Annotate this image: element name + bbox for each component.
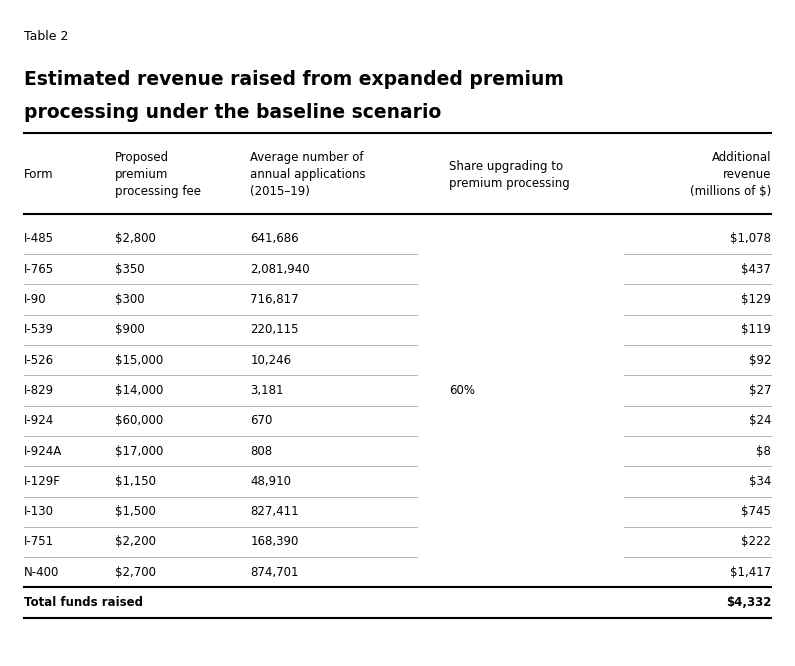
Text: $300: $300 xyxy=(115,293,145,306)
Text: $14,000: $14,000 xyxy=(115,384,164,397)
Text: 60%: 60% xyxy=(449,384,475,397)
Text: $119: $119 xyxy=(741,323,771,336)
Text: $34: $34 xyxy=(749,475,771,488)
Text: $437: $437 xyxy=(741,262,771,276)
Text: Total funds raised: Total funds raised xyxy=(24,596,143,609)
Text: $27: $27 xyxy=(749,384,771,397)
Text: 641,686: 641,686 xyxy=(250,232,299,246)
Text: I-485: I-485 xyxy=(24,232,54,246)
Text: 220,115: 220,115 xyxy=(250,323,299,336)
Text: $4,332: $4,332 xyxy=(726,596,771,609)
Text: processing under the baseline scenario: processing under the baseline scenario xyxy=(24,103,441,123)
Text: I-129F: I-129F xyxy=(24,475,60,488)
Text: $1,417: $1,417 xyxy=(730,565,771,579)
Text: 827,411: 827,411 xyxy=(250,505,299,518)
Text: $24: $24 xyxy=(749,414,771,428)
Text: I-130: I-130 xyxy=(24,505,54,518)
Text: I-526: I-526 xyxy=(24,354,54,367)
Text: $8: $8 xyxy=(756,444,771,458)
Text: Additional
revenue
(millions of $): Additional revenue (millions of $) xyxy=(690,151,771,198)
Text: 670: 670 xyxy=(250,414,273,428)
Text: Average number of
annual applications
(2015–19): Average number of annual applications (2… xyxy=(250,151,366,198)
Text: 168,390: 168,390 xyxy=(250,535,299,549)
Text: $60,000: $60,000 xyxy=(115,414,164,428)
Text: Form: Form xyxy=(24,168,53,181)
Text: $1,500: $1,500 xyxy=(115,505,156,518)
Text: $2,700: $2,700 xyxy=(115,565,157,579)
Text: Table 2: Table 2 xyxy=(24,30,68,43)
Text: I-539: I-539 xyxy=(24,323,54,336)
Text: $15,000: $15,000 xyxy=(115,354,164,367)
Text: Estimated revenue raised from expanded premium: Estimated revenue raised from expanded p… xyxy=(24,70,564,89)
Text: I-751: I-751 xyxy=(24,535,54,549)
Text: $745: $745 xyxy=(741,505,771,518)
Text: $2,800: $2,800 xyxy=(115,232,156,246)
Text: $350: $350 xyxy=(115,262,145,276)
Text: $92: $92 xyxy=(749,354,771,367)
Text: 48,910: 48,910 xyxy=(250,475,292,488)
Text: 874,701: 874,701 xyxy=(250,565,299,579)
Text: $2,200: $2,200 xyxy=(115,535,157,549)
Text: $129: $129 xyxy=(741,293,771,306)
Text: Share upgrading to
premium processing: Share upgrading to premium processing xyxy=(449,160,570,190)
Text: 716,817: 716,817 xyxy=(250,293,299,306)
Text: I-924: I-924 xyxy=(24,414,54,428)
Text: 2,081,940: 2,081,940 xyxy=(250,262,310,276)
Text: 808: 808 xyxy=(250,444,273,458)
Text: I-765: I-765 xyxy=(24,262,54,276)
Text: I-924A: I-924A xyxy=(24,444,62,458)
Text: I-829: I-829 xyxy=(24,384,54,397)
Text: 10,246: 10,246 xyxy=(250,354,292,367)
Text: $1,078: $1,078 xyxy=(730,232,771,246)
Text: Proposed
premium
processing fee: Proposed premium processing fee xyxy=(115,151,201,198)
Text: 3,181: 3,181 xyxy=(250,384,284,397)
Text: I-90: I-90 xyxy=(24,293,46,306)
Text: N-400: N-400 xyxy=(24,565,59,579)
Text: $900: $900 xyxy=(115,323,145,336)
Text: $17,000: $17,000 xyxy=(115,444,164,458)
Text: $222: $222 xyxy=(741,535,771,549)
Text: $1,150: $1,150 xyxy=(115,475,157,488)
